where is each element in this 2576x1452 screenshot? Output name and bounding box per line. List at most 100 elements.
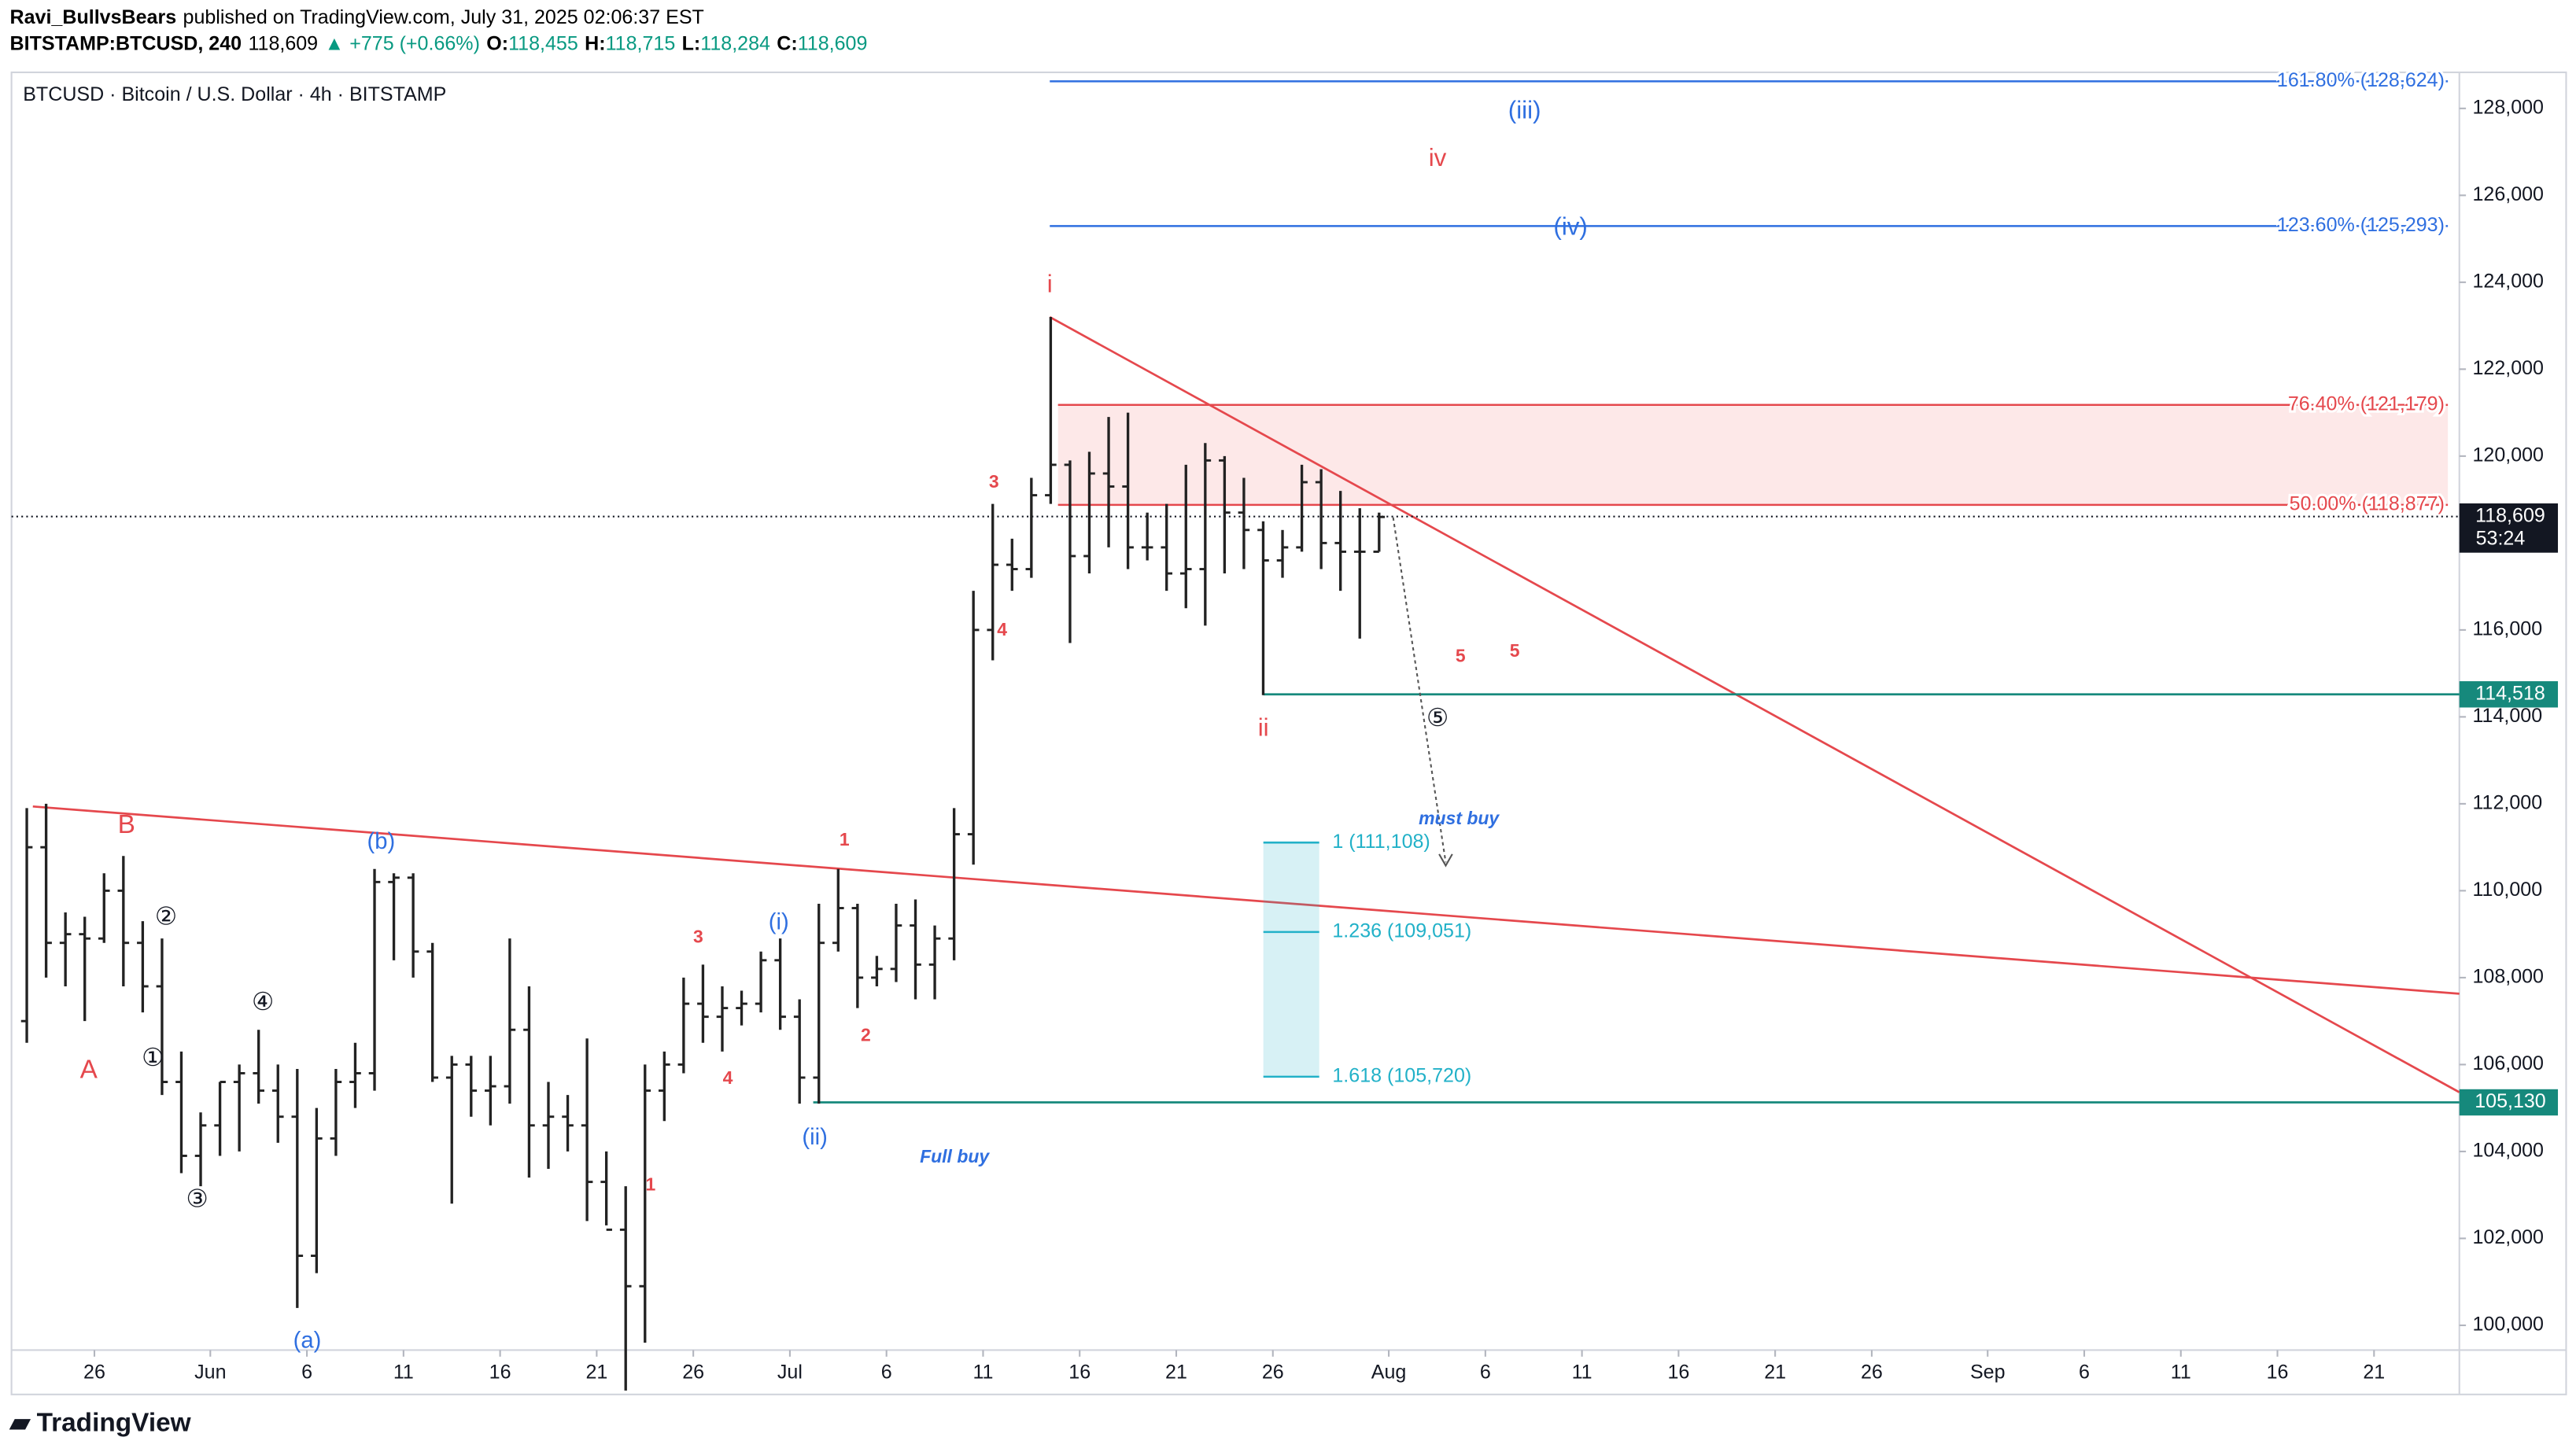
brand: ▰ TradingView [9, 1408, 192, 1437]
extension-label: 1.236 (109,051) [1332, 919, 1471, 942]
x-tick-label: 11 [393, 1361, 414, 1383]
frame [10, 71, 2567, 1395]
quote-line: BITSTAMP:BTCUSD, 240 118,609 ▲ +775 (+0.66… [10, 32, 868, 54]
price-tag-label: 114,518 [2475, 682, 2545, 704]
projection-head [1438, 853, 1453, 868]
x-tick-label: 6 [881, 1361, 892, 1383]
x-tick-label: 11 [2171, 1361, 2191, 1383]
y-tick-label: 104,000 [2472, 1140, 2544, 1162]
wave-label: 4 [997, 619, 1007, 639]
x-tick-label: 6 [2079, 1361, 2090, 1383]
wave-label: 4 [723, 1067, 733, 1088]
wave-label: ① [142, 1044, 164, 1071]
wave-label: 2 [861, 1025, 871, 1045]
x-tick-label: Sep [1970, 1361, 2006, 1383]
quote-value: 118,455 [508, 32, 578, 54]
wave-label: A [80, 1055, 98, 1084]
wave-label: Full buy [920, 1146, 990, 1166]
quote-value: 118,609 [798, 32, 868, 54]
wave-label: ⑤ [1426, 704, 1449, 732]
symbol: BITSTAMP:BTCUSD, 240 [10, 32, 242, 54]
fib-label: 123.60% (125,293) [2277, 214, 2445, 236]
price-tag-label: 118,609 [2475, 504, 2545, 526]
x-tick-label: 11 [1572, 1361, 1592, 1383]
fib-label: 76.40% (121,179) [2288, 392, 2445, 415]
y-tick-label: 110,000 [2472, 879, 2542, 901]
x-tick-label: 16 [489, 1361, 511, 1383]
published: published on TradingView.com, July 31, 2… [183, 6, 704, 28]
x-tick-label: 21 [1165, 1361, 1187, 1383]
wave-label: 1 [645, 1174, 655, 1195]
header-line: Ravi_BullvsBears published on TradingView… [10, 6, 704, 28]
quote-key: C: [777, 32, 797, 54]
y-tick-label: 114,000 [2472, 705, 2542, 727]
y-tick-label: 120,000 [2472, 444, 2544, 466]
wave-label: ③ [186, 1185, 209, 1213]
wave-label: 5 [1456, 645, 1466, 665]
x-tick-label: 6 [301, 1361, 312, 1383]
x-tick-label: Jul [777, 1361, 803, 1383]
price-tag [2459, 681, 2559, 708]
wave-label: (iv) [1553, 213, 1587, 241]
y-tick-label: 122,000 [2472, 357, 2544, 379]
y-tick-label: 124,000 [2472, 270, 2544, 292]
x-tick-label: 6 [1480, 1361, 1491, 1383]
extension-box [1263, 842, 1319, 1077]
wave-label: 3 [989, 471, 999, 492]
x-tick-label: Jun [194, 1361, 226, 1383]
author: Ravi_BullvsBears [10, 6, 177, 28]
trendline [1049, 315, 2460, 1093]
x-tick-label: 16 [1068, 1361, 1091, 1383]
x-tick-label: 21 [2363, 1361, 2385, 1383]
wave-label: ii [1258, 713, 1269, 741]
wave-label: 5 [1510, 640, 1520, 661]
wave-label: (iii) [1508, 96, 1541, 123]
quote-value: 118,715 [606, 32, 676, 54]
extension-label: 1.618 (105,720) [1332, 1065, 1471, 1087]
extension-label: 1 (111,108) [1332, 831, 1430, 853]
wave-label: i [1047, 271, 1053, 298]
projection [1392, 517, 1447, 863]
change: ▲ +775 (+0.66%) [324, 32, 479, 54]
x-tick-label: Aug [1371, 1361, 1407, 1383]
wave-label: ④ [252, 988, 274, 1015]
price-tag [2459, 503, 2559, 553]
chart-title: BTCUSD · Bitcoin / U.S. Dollar · 4h · BI… [23, 83, 446, 105]
x-tick-label: 26 [83, 1361, 105, 1383]
y-tick-label: 102,000 [2472, 1226, 2544, 1248]
y-tick-label: 126,000 [2472, 183, 2544, 205]
trendline [32, 805, 2460, 995]
wave-label: (b) [367, 829, 396, 854]
quote-value: 118,284 [700, 32, 770, 54]
wave-label: B [118, 810, 135, 839]
price-tag-label: 105,130 [2475, 1090, 2546, 1112]
x-tick-label: 16 [2267, 1361, 2289, 1383]
quote-key: H: [585, 32, 605, 54]
wave-label: (i) [769, 909, 789, 934]
wave-label: iv [1429, 144, 1447, 171]
countdown: 53:24 [2476, 528, 2526, 550]
brand-mark: ▰ [9, 1408, 31, 1437]
fib-label: 50.00% (118,877) [2290, 493, 2445, 515]
price-tag [2459, 1089, 2559, 1116]
y-tick-label: 106,000 [2472, 1052, 2544, 1074]
x-tick-label: 26 [1861, 1361, 1883, 1383]
x-tick-label: 26 [682, 1361, 704, 1383]
fib-label: 161.80% (128,624) [2277, 69, 2445, 91]
y-tick-label: 108,000 [2472, 966, 2544, 988]
price: 118,609 [248, 32, 318, 54]
y-tick-label: 116,000 [2472, 618, 2542, 640]
wave-label: 3 [693, 926, 703, 946]
x-tick-label: 16 [1667, 1361, 1689, 1383]
wave-label: (ii) [802, 1125, 827, 1150]
y-tick-label: 128,000 [2472, 96, 2544, 118]
quote-key: O: [486, 32, 508, 54]
y-tick-label: 100,000 [2472, 1314, 2544, 1336]
quote-key: L: [682, 32, 701, 54]
wave-label: ② [155, 903, 177, 931]
fib-zone [1057, 404, 2449, 505]
wave-label: must buy [1419, 808, 1500, 828]
x-tick-label: 21 [1764, 1361, 1786, 1383]
